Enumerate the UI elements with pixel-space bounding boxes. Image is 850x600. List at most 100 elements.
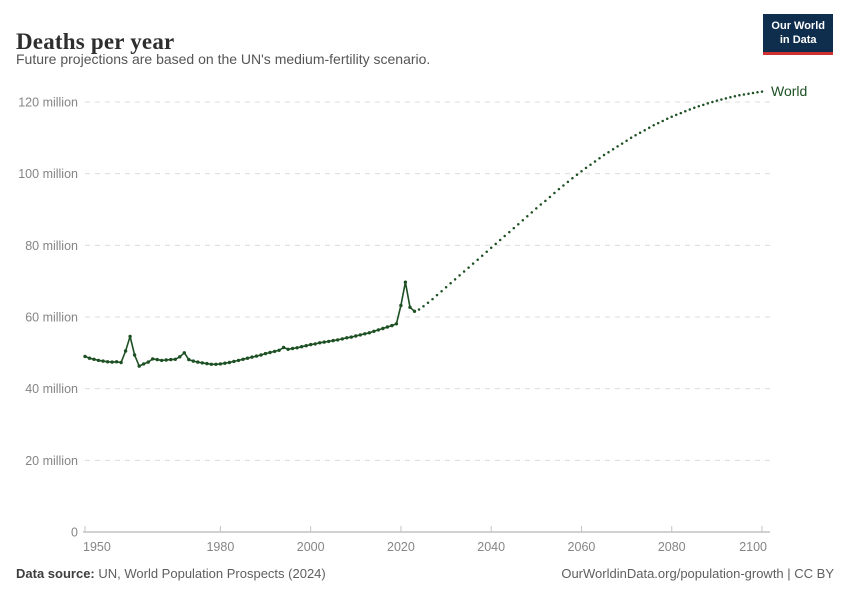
data-point[interactable] xyxy=(390,323,394,328)
data-point-projected[interactable] xyxy=(498,238,502,242)
data-point[interactable] xyxy=(101,359,105,363)
data-point-projected[interactable] xyxy=(530,211,534,214)
data-point-projected[interactable] xyxy=(593,160,597,163)
data-point-projected[interactable] xyxy=(553,191,556,195)
data-point-projected[interactable] xyxy=(467,266,470,269)
data-point-projected[interactable] xyxy=(674,113,678,117)
data-point[interactable] xyxy=(340,337,344,341)
data-point-projected[interactable] xyxy=(440,289,443,293)
data-point-projected[interactable] xyxy=(480,254,484,257)
data-point[interactable] xyxy=(182,351,186,355)
data-point-projected[interactable] xyxy=(435,293,439,297)
data-point-projected[interactable] xyxy=(652,124,655,127)
data-point-projected[interactable] xyxy=(453,278,457,281)
data-point-projected[interactable] xyxy=(693,106,696,109)
data-point-projected[interactable] xyxy=(489,246,493,250)
data-point-projected[interactable] xyxy=(535,207,538,210)
data-point-projected[interactable] xyxy=(526,215,529,218)
data-point[interactable] xyxy=(304,344,308,348)
data-point[interactable] xyxy=(187,357,191,362)
data-point[interactable] xyxy=(394,322,399,326)
data-point-projected[interactable] xyxy=(444,286,448,289)
data-point[interactable] xyxy=(223,361,227,365)
data-point[interactable] xyxy=(92,357,96,361)
data-point[interactable] xyxy=(372,329,376,333)
data-point[interactable] xyxy=(263,351,268,356)
data-point-projected[interactable] xyxy=(679,111,683,115)
data-point[interactable] xyxy=(268,350,272,355)
data-point-projected[interactable] xyxy=(665,117,669,121)
data-point-projected[interactable] xyxy=(742,93,746,96)
data-point-projected[interactable] xyxy=(548,195,552,199)
data-point-projected[interactable] xyxy=(584,166,588,170)
data-point-projected[interactable] xyxy=(733,95,737,98)
data-point-projected[interactable] xyxy=(711,100,714,104)
data-point[interactable] xyxy=(376,328,381,332)
data-point-projected[interactable] xyxy=(706,102,710,105)
data-point-projected[interactable] xyxy=(539,203,543,206)
data-point-projected[interactable] xyxy=(571,177,574,180)
data-point-projected[interactable] xyxy=(751,91,755,95)
data-point-projected[interactable] xyxy=(598,157,601,160)
data-point[interactable] xyxy=(160,358,164,363)
data-point[interactable] xyxy=(295,346,299,350)
data-point-projected[interactable] xyxy=(557,187,561,191)
data-point-projected[interactable] xyxy=(715,99,719,102)
data-point[interactable] xyxy=(236,358,241,363)
data-point[interactable] xyxy=(403,280,408,284)
data-point[interactable] xyxy=(142,362,146,366)
data-point[interactable] xyxy=(336,338,340,342)
data-point[interactable] xyxy=(110,360,114,364)
data-point-projected[interactable] xyxy=(702,103,705,107)
data-point-projected[interactable] xyxy=(720,98,723,101)
data-point[interactable] xyxy=(313,342,317,346)
data-point[interactable] xyxy=(327,339,331,344)
data-point[interactable] xyxy=(96,358,101,363)
data-point[interactable] xyxy=(241,357,245,361)
data-point-projected[interactable] xyxy=(625,139,628,142)
data-point[interactable] xyxy=(178,355,182,359)
data-point[interactable] xyxy=(245,356,250,360)
data-point[interactable] xyxy=(259,353,263,357)
data-point-projected[interactable] xyxy=(620,142,624,145)
data-point-projected[interactable] xyxy=(462,270,466,273)
data-point[interactable] xyxy=(399,303,403,308)
data-point-projected[interactable] xyxy=(611,148,615,151)
data-point[interactable] xyxy=(114,360,119,364)
data-point[interactable] xyxy=(318,341,322,345)
data-point[interactable] xyxy=(214,362,218,366)
data-point-projected[interactable] xyxy=(643,129,646,132)
data-point-projected[interactable] xyxy=(417,308,421,311)
data-point[interactable] xyxy=(218,362,223,366)
data-point-projected[interactable] xyxy=(607,150,610,154)
data-point[interactable] xyxy=(349,335,353,339)
data-point-projected[interactable] xyxy=(616,145,619,148)
data-point-projected[interactable] xyxy=(656,121,660,125)
data-point-projected[interactable] xyxy=(670,115,673,118)
data-point[interactable] xyxy=(169,357,173,362)
data-point[interactable] xyxy=(128,334,132,339)
data-point-projected[interactable] xyxy=(431,297,434,301)
data-point[interactable] xyxy=(200,361,204,365)
data-point-projected[interactable] xyxy=(638,131,642,135)
data-point[interactable] xyxy=(299,345,304,349)
data-point[interactable] xyxy=(363,332,367,336)
data-point[interactable] xyxy=(250,355,254,359)
data-point-projected[interactable] xyxy=(512,226,516,230)
data-point-projected[interactable] xyxy=(747,92,750,96)
data-point-projected[interactable] xyxy=(589,163,592,166)
data-point-projected[interactable] xyxy=(760,90,764,93)
data-point-projected[interactable] xyxy=(756,91,759,94)
data-point[interactable] xyxy=(277,348,281,352)
data-point[interactable] xyxy=(137,364,141,368)
data-point-projected[interactable] xyxy=(485,250,488,254)
data-point[interactable] xyxy=(286,347,290,351)
data-point-projected[interactable] xyxy=(458,274,461,277)
data-point[interactable] xyxy=(119,360,123,365)
data-point-projected[interactable] xyxy=(738,93,741,97)
data-point-projected[interactable] xyxy=(476,258,479,261)
data-point[interactable] xyxy=(381,326,385,331)
data-point[interactable] xyxy=(345,336,349,340)
data-point[interactable] xyxy=(83,354,87,359)
